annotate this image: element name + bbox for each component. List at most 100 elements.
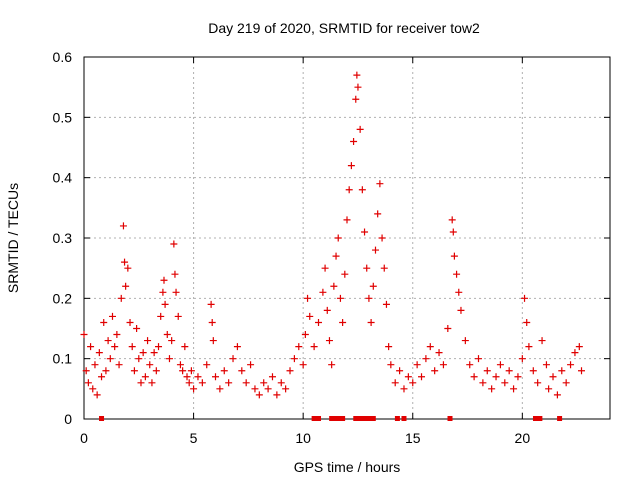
data-point <box>113 331 121 339</box>
data-point <box>374 210 382 218</box>
data-point <box>409 379 417 387</box>
data-point <box>115 361 123 369</box>
data-point <box>562 379 570 387</box>
data-point <box>161 300 169 308</box>
data-point <box>165 355 173 363</box>
data-point <box>247 361 255 369</box>
data-point <box>492 373 500 381</box>
y-tick-label: 0.6 <box>53 49 73 65</box>
data-point <box>242 379 250 387</box>
data-point <box>529 367 537 375</box>
zero-marker <box>557 416 563 421</box>
data-point <box>455 288 463 296</box>
data-point <box>299 361 307 369</box>
data-point <box>319 288 327 296</box>
zero-marker <box>357 416 363 421</box>
data-point <box>422 355 430 363</box>
data-point <box>558 367 566 375</box>
data-point <box>310 343 318 351</box>
data-point <box>150 349 158 357</box>
data-point <box>174 312 182 320</box>
zero-marker <box>340 416 346 421</box>
x-tick-label: 0 <box>80 430 88 446</box>
data-point <box>400 385 408 393</box>
x-tick-label: 5 <box>190 430 198 446</box>
data-point <box>155 343 163 351</box>
x-tick-label: 15 <box>405 430 421 446</box>
data-point <box>128 343 136 351</box>
data-point <box>277 379 285 387</box>
data-point <box>578 367 586 375</box>
x-tick-label: 10 <box>295 430 311 446</box>
data-point <box>354 83 362 91</box>
data-point <box>212 373 219 381</box>
data-point <box>575 343 583 351</box>
data-point <box>160 276 168 284</box>
data-point <box>170 240 178 248</box>
data-point <box>571 349 579 357</box>
data-point <box>148 379 156 387</box>
data-point <box>358 186 366 194</box>
data-point <box>339 318 347 326</box>
y-tick-label: 0.1 <box>53 351 73 367</box>
data-point <box>385 343 393 351</box>
data-point <box>479 379 487 387</box>
data-point <box>457 306 465 314</box>
data-point <box>466 361 474 369</box>
data-point <box>376 180 384 188</box>
data-point <box>185 379 193 387</box>
data-point <box>209 337 217 345</box>
data-point <box>369 282 377 290</box>
data-point <box>361 228 369 236</box>
zero-marker <box>366 416 372 421</box>
data-point <box>449 228 457 236</box>
data-point <box>216 385 224 393</box>
data-point <box>135 355 143 363</box>
zero-marker <box>401 416 407 421</box>
data-point <box>553 391 561 399</box>
data-point <box>488 385 496 393</box>
data-point <box>124 264 132 272</box>
zero-marker <box>353 416 359 421</box>
data-point <box>426 343 434 351</box>
data-point <box>233 343 241 351</box>
data-point <box>328 361 336 369</box>
zero-marker <box>370 416 376 421</box>
data-point <box>461 337 469 345</box>
data-point <box>106 355 114 363</box>
data-point <box>208 318 216 326</box>
data-point <box>448 216 456 224</box>
data-point <box>330 282 338 290</box>
data-point <box>353 71 361 79</box>
data-point <box>341 270 349 278</box>
zero-marker <box>447 416 453 421</box>
data-point <box>286 367 294 375</box>
data-point <box>87 343 95 351</box>
data-point <box>525 343 533 351</box>
data-point <box>332 252 340 260</box>
data-point <box>190 385 198 393</box>
data-point <box>334 234 342 242</box>
data-point <box>152 367 160 375</box>
data-point <box>98 373 106 381</box>
data-point <box>198 379 206 387</box>
data-point <box>413 361 421 369</box>
chart-title: Day 219 of 2020, SRMTID for receiver tow… <box>208 20 480 36</box>
data-point <box>315 318 323 326</box>
data-point <box>84 379 92 387</box>
data-point <box>82 367 90 375</box>
data-point <box>176 361 184 369</box>
data-point <box>475 355 482 363</box>
data-point <box>450 252 458 260</box>
data-point <box>380 264 388 272</box>
data-point <box>157 312 165 320</box>
data-point <box>347 162 355 170</box>
data-point <box>117 294 125 302</box>
data-point <box>567 361 575 369</box>
data-point <box>518 355 526 363</box>
x-axis-label: GPS time / hours <box>294 459 401 475</box>
data-point <box>391 379 399 387</box>
data-point <box>404 373 412 381</box>
data-point <box>251 385 259 393</box>
